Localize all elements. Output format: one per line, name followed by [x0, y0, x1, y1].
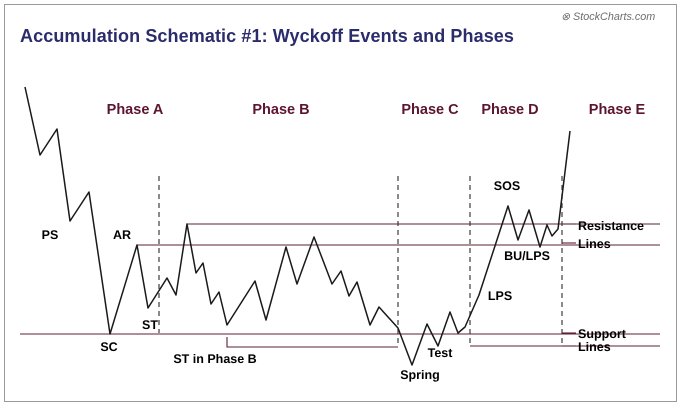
svg-text:Spring: Spring [400, 368, 440, 382]
svg-text:Phase C: Phase C [401, 102, 459, 118]
svg-text:Phase B: Phase B [252, 102, 309, 118]
svg-text:SOS: SOS [494, 179, 520, 193]
svg-text:Lines: Lines [578, 237, 611, 251]
svg-text:AR: AR [113, 228, 131, 242]
svg-text:LPS: LPS [488, 289, 512, 303]
svg-text:ST in Phase B: ST in Phase B [173, 352, 256, 366]
svg-text:Lines: Lines [578, 340, 611, 354]
svg-text:Phase A: Phase A [107, 102, 164, 118]
svg-text:Resistance: Resistance [578, 219, 644, 233]
svg-text:ST: ST [142, 318, 158, 332]
svg-text:Test: Test [428, 346, 454, 360]
svg-text:Phase E: Phase E [589, 102, 646, 118]
svg-text:Support: Support [578, 327, 627, 341]
svg-text:Phase D: Phase D [481, 102, 538, 118]
svg-text:PS: PS [42, 228, 59, 242]
svg-text:BU/LPS: BU/LPS [504, 249, 550, 263]
svg-text:SC: SC [100, 340, 117, 354]
